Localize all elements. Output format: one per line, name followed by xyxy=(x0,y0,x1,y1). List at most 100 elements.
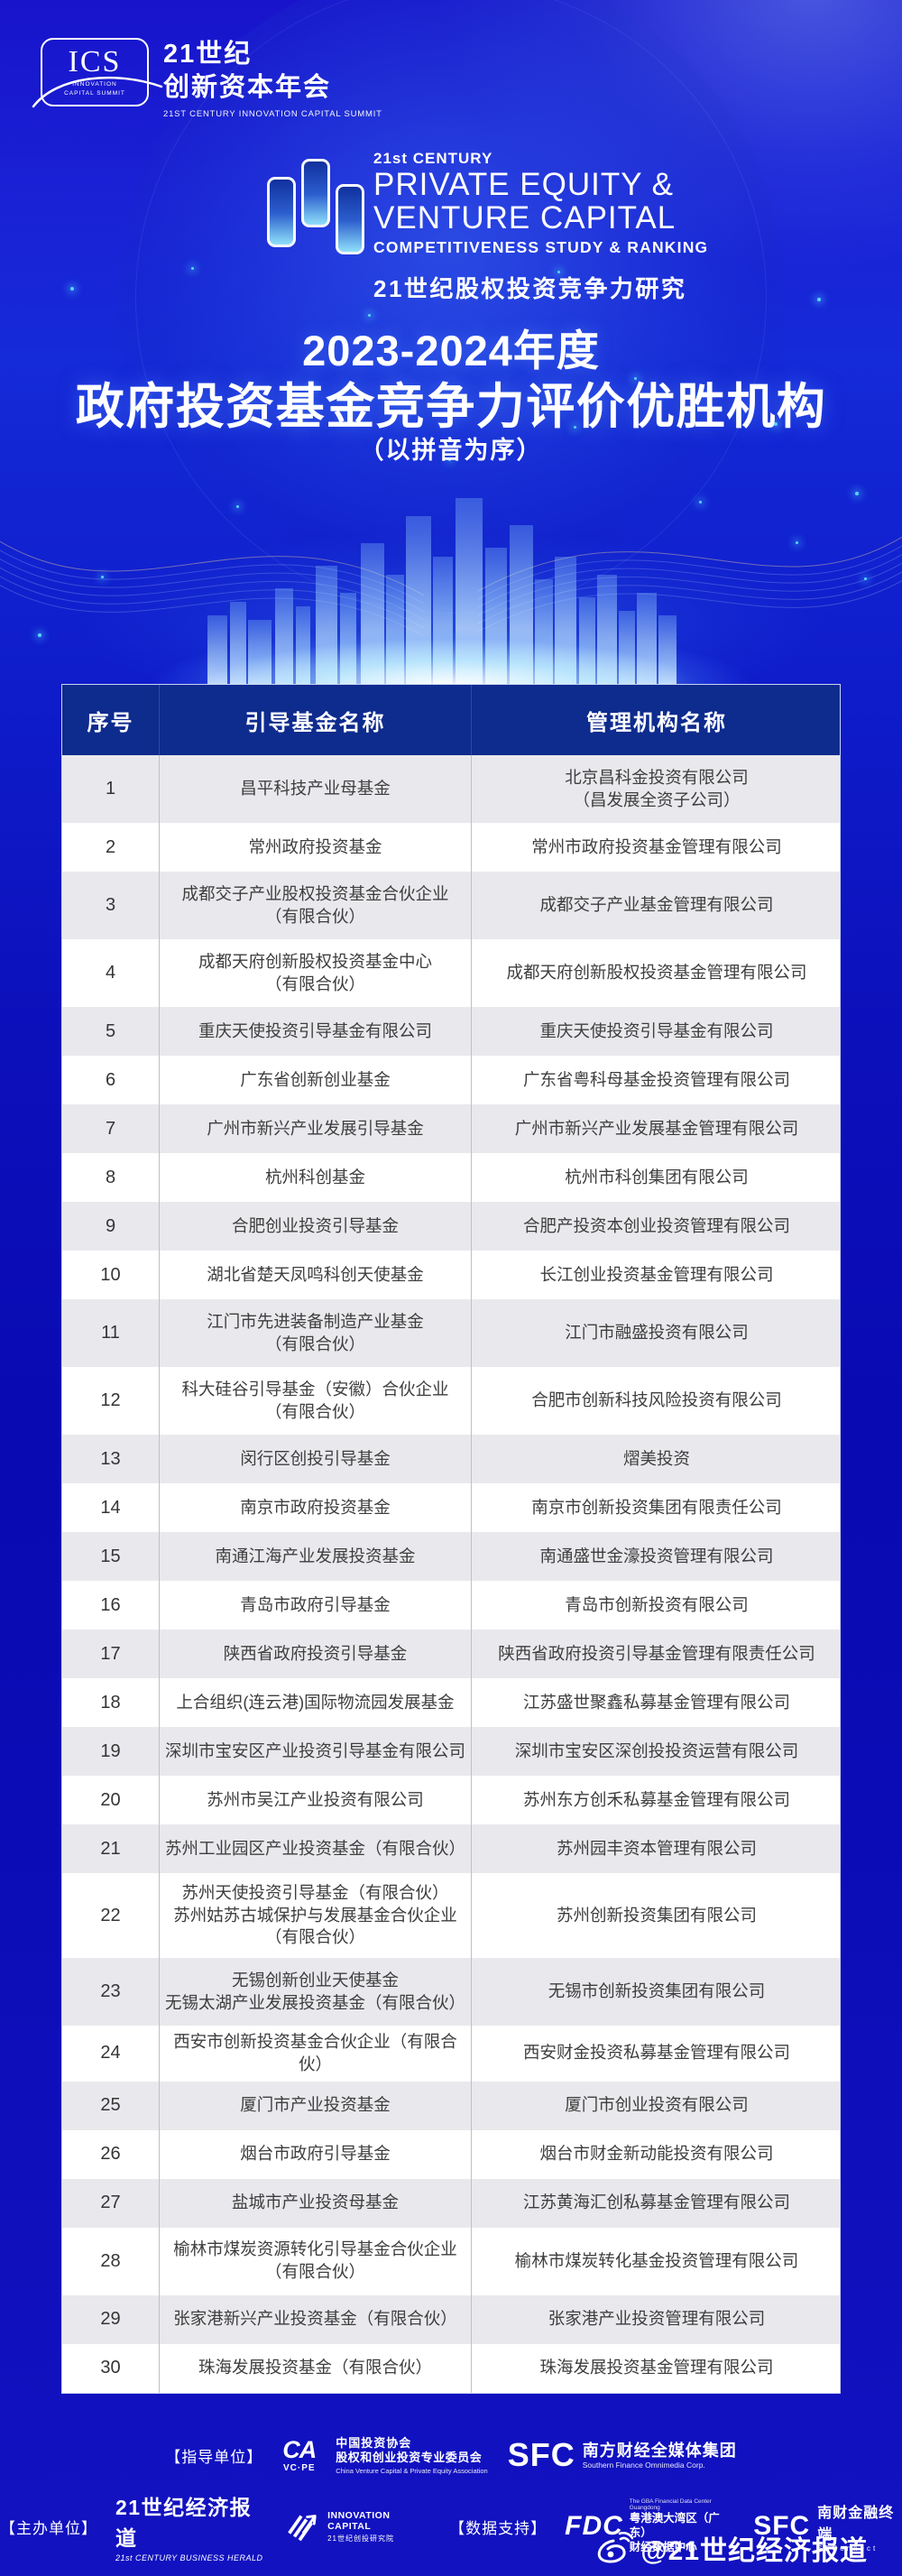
table-row: 19 深圳市宝安区产业投资引导基金有限公司 深圳市宝安区深创投投资运营有限公司 xyxy=(62,1727,840,1776)
fund-name: 苏州市吴江产业投资有限公司 xyxy=(159,1776,471,1824)
manager-name: 苏州园丰资本管理有限公司 xyxy=(471,1824,842,1873)
fund-name: 合肥创业投资引导基金 xyxy=(159,1202,471,1251)
table-row: 11 江门市先进装备制造产业基金 （有限合伙） 江门市融盛投资有限公司 xyxy=(62,1299,840,1367)
fund-name: 榆林市煤炭资源转化引导基金合伙企业 （有限合伙） xyxy=(159,2227,471,2295)
summit-cn-line1: 21世纪 xyxy=(163,40,253,69)
fund-name: 陕西省政府投资引导基金 xyxy=(159,1630,471,1678)
fund-name: 重庆天使投资引导基金有限公司 xyxy=(159,1007,471,1056)
summit-title-block: 21世纪 创新资本年会 21ST CENTURY INNOVATION CAPI… xyxy=(163,38,382,119)
cvca-logo-acronym: CA xyxy=(282,2435,317,2463)
cvca-line3: China Venture Capital & Private Equity A… xyxy=(336,2466,488,2475)
fund-name: 无锡创新创业天使基金 无锡太湖产业发展投资基金（有限合伙） xyxy=(159,1958,471,2026)
table-row: 23 无锡创新创业天使基金 无锡太湖产业发展投资基金（有限合伙） 无锡市创新投资集团… xyxy=(62,1958,840,2026)
banner-kicker: 21st CENTURY xyxy=(373,150,493,167)
row-number: 19 xyxy=(100,1740,121,1761)
row-number: 26 xyxy=(100,2144,121,2165)
row-number: 9 xyxy=(105,1215,116,1236)
fund-name: 杭州科创基金 xyxy=(159,1153,471,1202)
manager-name: 南通盛世金濠投资管理有限公司 xyxy=(471,1532,842,1581)
row-number: 4 xyxy=(105,963,116,983)
weibo-handle: @21世纪经济报道 xyxy=(640,2536,868,2566)
summit-en: 21ST CENTURY INNOVATION CAPITAL SUMMIT xyxy=(163,109,382,120)
row-number: 28 xyxy=(100,2250,121,2271)
fund-name: 盐城市产业投资母基金 xyxy=(159,2178,471,2228)
page-title: 政府投资基金竞争力评价优胜机构 xyxy=(75,380,827,434)
fund-name: 成都交子产业股权投资基金合伙企业 （有限合伙） xyxy=(159,872,471,939)
manager-name: 杭州市科创集团有限公司 xyxy=(471,1153,842,1202)
row-number: 22 xyxy=(100,1905,121,1925)
cvca-text-block: 中国投资协会 股权和创业投资专业委员会 China Venture Capita… xyxy=(336,2436,487,2475)
table-row: 14 南京市政府投资基金 南京市创新投资集团有限责任公司 xyxy=(62,1483,840,1532)
herald-cn: 21世纪经济报道 xyxy=(115,2496,253,2550)
manager-name: 长江创业投资基金管理有限公司 xyxy=(471,1251,842,1299)
fund-name: 成都天府创新股权投资基金中心 （有限合伙） xyxy=(159,939,471,1007)
row-number: 15 xyxy=(100,1546,121,1566)
table-row: 17 陕西省政府投资引导基金 陕西省政府投资引导基金管理有限责任公司 xyxy=(62,1630,840,1678)
table-row: 7 广州市新兴产业发展引导基金 广州市新兴产业发展基金管理有限公司 xyxy=(62,1104,840,1153)
fdc-en-tiny: The GBA Financial Data Center Guangdong xyxy=(629,2498,712,2511)
fund-name: 烟台市政府引导基金 xyxy=(159,2129,471,2179)
fund-name: 南通江海产业发展投资基金 xyxy=(159,1532,471,1581)
ics-swoosh-decor xyxy=(32,76,163,108)
table-row: 8 杭州科创基金 杭州市科创集团有限公司 xyxy=(62,1153,840,1202)
sfconnect-cn: 南财金融终端 xyxy=(817,2506,895,2543)
table-row: 20 苏州市吴江产业投资有限公司 苏州东方创禾私募基金管理有限公司 xyxy=(62,1776,840,1824)
table-row: 2 常州政府投资基金 常州市政府投资基金管理有限公司 xyxy=(62,823,840,872)
table-row: 25 厦门市产业投资基金 厦门市创业投资有限公司 xyxy=(62,2081,840,2130)
herald-en: 21st CENTURY BUSINESS HERALD xyxy=(115,2553,263,2562)
row-number: 10 xyxy=(100,1264,121,1285)
cvca-logo: CA VC·PE xyxy=(282,2435,317,2473)
sfconnect-en: SFConnect xyxy=(817,2544,879,2553)
row-number: 27 xyxy=(100,2193,121,2213)
table-row: 22 苏州天使投资引导基金（有限合伙） 苏州姑苏古城保护与发展基金合伙企业 （有限… xyxy=(62,1873,840,1958)
manager-name: 无锡市创新投资集团有限公司 xyxy=(471,1958,842,2026)
cvca-logo-sub: VC·PE xyxy=(283,2462,316,2473)
fund-name: 深圳市宝安区产业投资引导基金有限公司 xyxy=(159,1727,471,1776)
fund-name: 昌平科技产业母基金 xyxy=(159,755,471,823)
sfc-omnimedia-logo: SFC 南方财经全媒体集团 Southern Finance Omnimedia… xyxy=(508,2436,737,2474)
fund-name: 广东省创新创业基金 xyxy=(159,1056,471,1104)
table-row: 18 上合组织(连云港)国际物流园发展基金 江苏盛世聚鑫私募基金管理有限公司 xyxy=(62,1678,840,1727)
row-number: 5 xyxy=(105,1020,116,1041)
manager-name: 陕西省政府投资引导基金管理有限责任公司 xyxy=(471,1630,842,1678)
table-row: 26 烟台市政府引导基金 烟台市财金新动能投资有限公司 xyxy=(62,2129,840,2179)
fund-name: 广州市新兴产业发展引导基金 xyxy=(159,1104,471,1153)
manager-name: 合肥产投资本创业投资管理有限公司 xyxy=(471,1202,842,1251)
cvca-line1: 中国投资协会 xyxy=(336,2436,412,2450)
ics-subtitle: INNOVATION CAPITAL SUMMIT xyxy=(64,80,125,97)
manager-name: 张家港产业投资管理有限公司 xyxy=(471,2294,842,2344)
row-number: 8 xyxy=(105,1167,116,1187)
innovation-capital-logo: INNOVATION CAPITAL 21世纪创投研究院 xyxy=(284,2507,431,2546)
fund-name: 闵行区创投引导基金 xyxy=(159,1435,471,1483)
data-support-label: 【数据支持】 xyxy=(449,2519,548,2537)
fund-name: 科大硅谷引导基金（安徽）合伙企业 （有限合伙） xyxy=(159,1367,471,1435)
fdc-cn-line2: 财经数据中心 xyxy=(629,2541,697,2554)
row-number: 24 xyxy=(100,2043,121,2064)
fund-name: 江门市先进装备制造产业基金 （有限合伙） xyxy=(159,1299,471,1367)
footer-host-row: 【主办单位】 21世纪经济报道 21st CENTURY BUSINESS HE… xyxy=(0,2490,902,2562)
manager-name: 珠海发展投资基金管理有限公司 xyxy=(471,2343,842,2393)
table-row: 4 成都天府创新股权投资基金中心 （有限合伙） 成都天府创新股权投资基金管理有限公司 xyxy=(62,939,840,1007)
fdc-logo: FDC The GBA Financial Data Center Guangd… xyxy=(565,2498,735,2555)
table-row: 27 盐城市产业投资母基金 江苏黄海汇创私募基金管理有限公司 xyxy=(62,2178,840,2228)
host-label: 【主办单位】 xyxy=(0,2519,97,2537)
sfc-acronym: SFC xyxy=(507,2436,575,2474)
row-number: 29 xyxy=(100,2309,121,2330)
row-number: 12 xyxy=(100,1390,121,1411)
table-row: 10 湖北省楚天凤鸣科创天使基金 长江创业投资基金管理有限公司 xyxy=(62,1251,840,1299)
column-header-2: 管理机构名称 xyxy=(471,685,842,755)
business-herald-logo: 21世纪经济报道 21st CENTURY BUSINESS HERALD xyxy=(115,2490,266,2562)
manager-name: 苏州东方创禾私募基金管理有限公司 xyxy=(471,1776,842,1824)
table-row: 13 闵行区创投引导基金 熠美投资 xyxy=(62,1435,840,1483)
summit-cn-line2: 创新资本年会 xyxy=(163,73,332,103)
table-row: 3 成都交子产业股权投资基金合伙企业 （有限合伙） 成都交子产业基金管理有限公司 xyxy=(62,872,840,939)
manager-name: 常州市政府投资基金管理有限公司 xyxy=(471,823,842,872)
footer-guidance-row: 【指导单位】 CA VC·PE 中国投资协会 股权和创业投资专业委员会 Chin… xyxy=(0,2436,902,2475)
table-row: 30 珠海发展投资基金（有限合伙） 珠海发展投资基金管理有限公司 xyxy=(62,2343,842,2393)
fund-name: 常州政府投资基金 xyxy=(159,823,471,872)
fdc-acronym: FDC xyxy=(565,2511,623,2541)
banner-line2: VENTURE CAPITAL xyxy=(373,200,676,236)
row-number: 16 xyxy=(100,1594,121,1615)
row-number: 25 xyxy=(100,2095,121,2116)
